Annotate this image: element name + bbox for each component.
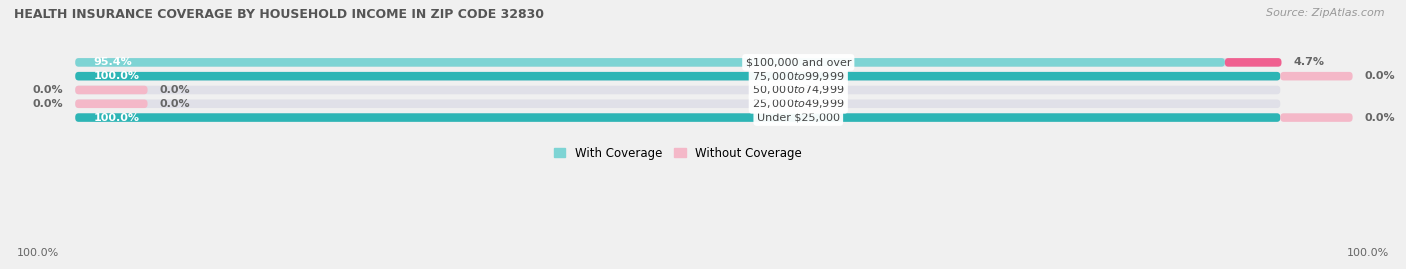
FancyBboxPatch shape — [1225, 58, 1281, 67]
Text: Under $25,000: Under $25,000 — [756, 112, 839, 123]
FancyBboxPatch shape — [1281, 72, 1353, 80]
FancyBboxPatch shape — [76, 86, 148, 94]
Text: 0.0%: 0.0% — [32, 99, 63, 109]
Text: 0.0%: 0.0% — [160, 85, 190, 95]
Text: 0.0%: 0.0% — [32, 85, 63, 95]
Text: 0.0%: 0.0% — [160, 99, 190, 109]
FancyBboxPatch shape — [76, 58, 1225, 67]
Text: 100.0%: 100.0% — [17, 248, 59, 258]
FancyBboxPatch shape — [76, 72, 1281, 80]
FancyBboxPatch shape — [76, 86, 1281, 94]
Text: 100.0%: 100.0% — [93, 71, 139, 81]
Text: $75,000 to $99,999: $75,000 to $99,999 — [752, 70, 845, 83]
Text: 4.7%: 4.7% — [1294, 57, 1324, 68]
FancyBboxPatch shape — [76, 113, 1281, 122]
Text: 100.0%: 100.0% — [93, 112, 139, 123]
Text: 95.4%: 95.4% — [93, 57, 132, 68]
Legend: With Coverage, Without Coverage: With Coverage, Without Coverage — [554, 147, 801, 160]
FancyBboxPatch shape — [76, 100, 1281, 108]
Text: $100,000 and over: $100,000 and over — [745, 57, 851, 68]
Text: HEALTH INSURANCE COVERAGE BY HOUSEHOLD INCOME IN ZIP CODE 32830: HEALTH INSURANCE COVERAGE BY HOUSEHOLD I… — [14, 8, 544, 21]
Text: 0.0%: 0.0% — [1365, 112, 1395, 123]
FancyBboxPatch shape — [76, 113, 1281, 122]
FancyBboxPatch shape — [76, 100, 148, 108]
Text: Source: ZipAtlas.com: Source: ZipAtlas.com — [1267, 8, 1385, 18]
FancyBboxPatch shape — [1281, 113, 1353, 122]
FancyBboxPatch shape — [76, 58, 1281, 67]
FancyBboxPatch shape — [76, 72, 1281, 80]
Text: 0.0%: 0.0% — [1365, 71, 1395, 81]
Text: $50,000 to $74,999: $50,000 to $74,999 — [752, 83, 845, 97]
Text: $25,000 to $49,999: $25,000 to $49,999 — [752, 97, 845, 110]
Text: 100.0%: 100.0% — [1347, 248, 1389, 258]
